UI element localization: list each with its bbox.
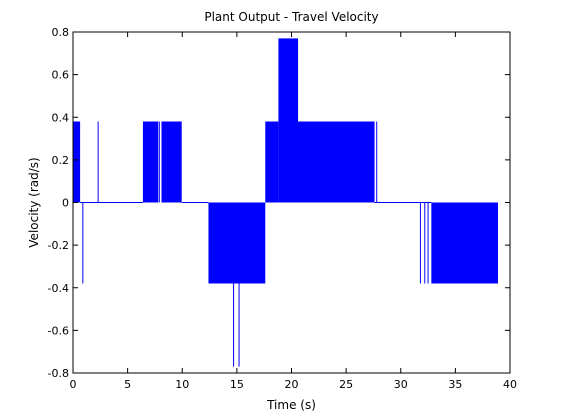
y-tick-label: -0.4 [48,282,69,295]
filled-segment [73,121,81,203]
x-tick-label: 30 [394,378,408,391]
axis-ticks: 0 5 10 15 20 25 30 35 40 -0.8 -0.6 -0.4 -0.2 0 0.2 0.4 0… [48,26,517,391]
y-tick-label: 0.2 [52,154,70,167]
x-tick-label: 25 [339,378,353,391]
x-tick-label: 0 [70,378,77,391]
chart-title: Plant Output - Travel Velocity [204,10,378,24]
y-tick-label: 0.4 [52,111,70,124]
x-tick-label: 35 [448,378,462,391]
y-tick-label: 0.6 [52,69,70,82]
x-tick-label: 5 [124,378,131,391]
filled-segment [208,202,266,284]
y-axis-label: Velocity (rad/s) [27,157,41,247]
y-tick-label: 0.8 [52,26,70,39]
filled-segment [431,202,498,284]
x-tick-label: 10 [175,378,189,391]
x-tick-label: 20 [285,378,299,391]
plot-frame [72,31,511,374]
data-marks [73,38,498,367]
x-tick-label: 40 [503,378,517,391]
x-tick-label: 15 [230,378,244,391]
filled-segment [265,121,279,203]
y-tick-label: 0 [62,197,69,210]
filled-segment [161,121,182,203]
y-tick-label: -0.6 [48,324,69,337]
filled-segment [142,121,159,203]
y-tick-label: -0.8 [48,367,69,380]
y-tick-label: -0.2 [48,239,69,252]
filled-segment [278,38,299,203]
x-axis-label: Time (s) [266,398,316,412]
filled-segment [294,121,375,203]
